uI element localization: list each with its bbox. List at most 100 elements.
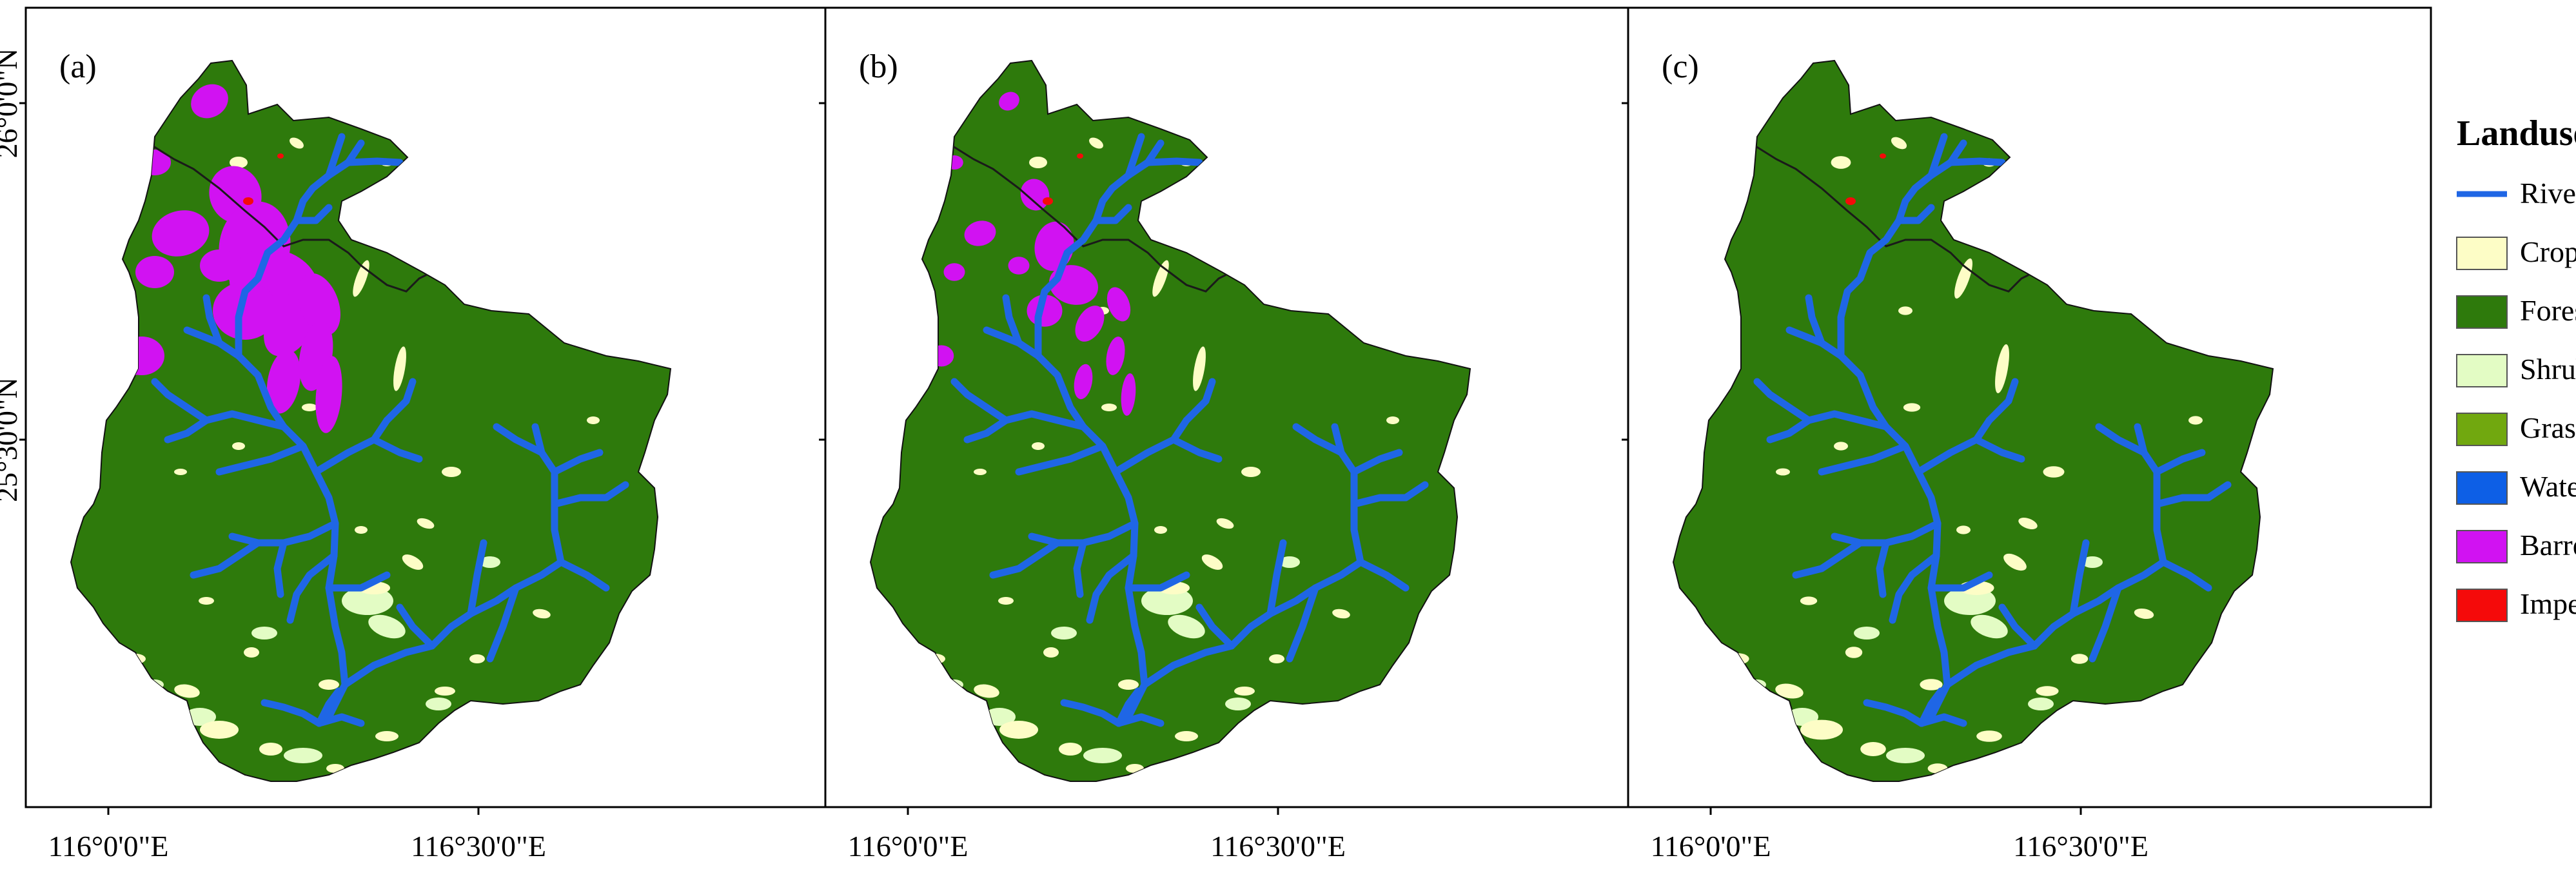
cropland-patche: [1920, 679, 1943, 690]
river: [1015, 442, 1106, 476]
river: [1141, 610, 1274, 688]
cropland-patche: [1175, 731, 1198, 741]
river: [557, 558, 610, 592]
cropland-patche: [1976, 730, 2002, 742]
shrub-patche: [426, 698, 451, 710]
shrub-patches: [945, 556, 1300, 763]
barren-patche: [1020, 179, 1050, 211]
shrub-patche: [2028, 698, 2054, 710]
cropland-patche: [2043, 466, 2065, 478]
river: [551, 449, 604, 476]
river-network: [950, 133, 1429, 727]
river: [235, 217, 300, 360]
river: [261, 699, 323, 727]
cropland-patche: [200, 721, 239, 739]
legend-swatch: [2456, 295, 2508, 329]
basin-forest: [1672, 59, 2274, 782]
barren-patche: [1008, 257, 1030, 275]
cropland-patche: [1775, 683, 1804, 699]
barren-patche: [964, 220, 996, 246]
sub-basin-boundary: [1750, 142, 2061, 293]
river: [1115, 687, 1142, 727]
cropland-patche: [1776, 468, 1790, 476]
river: [1112, 416, 1190, 476]
cropland-patche: [302, 404, 317, 411]
river: [1350, 449, 1403, 476]
x-tick-label: 116°0'0"E: [1651, 830, 1771, 863]
river: [1034, 217, 1100, 360]
river: [183, 326, 242, 360]
river: [1972, 436, 2025, 463]
river-network: [151, 133, 629, 727]
cropland-patche: [1831, 156, 1851, 169]
cropland-patche: [319, 679, 339, 690]
river: [315, 687, 342, 727]
river: [983, 326, 1042, 360]
cropland-patche: [1834, 442, 1848, 451]
river: [551, 481, 629, 508]
cropland-patche: [2188, 416, 2203, 425]
map-panel: (a) 116°0'0"E 116°30'0"E: [19, 6, 830, 863]
map-panels: (a) 116°0'0"E 116°30'0"E (b) 116°0'0"E 116°30…: [0, 6, 2432, 863]
cropland-patche: [1903, 403, 1921, 412]
cropland-patche: [1800, 596, 1818, 605]
cropland-patche: [1269, 654, 1284, 663]
x-tick-label: 116°30'0"E: [411, 830, 546, 863]
cropland-patche: [230, 157, 248, 168]
cropland-patche: [1800, 719, 1843, 740]
shrub-patche: [1279, 556, 1300, 568]
shrub-patche: [1168, 614, 1205, 639]
river: [1918, 687, 1945, 727]
river: [202, 294, 223, 347]
cropland-patche: [2036, 686, 2059, 696]
river: [1863, 699, 1925, 727]
basin-forest: [869, 59, 1471, 782]
river: [1918, 713, 1967, 727]
impervious-patche: [1845, 197, 1856, 205]
river: [1895, 204, 1935, 224]
river: [1073, 539, 1087, 598]
river: [312, 416, 391, 476]
cropland-patche: [2070, 654, 2089, 664]
x-tick-label: 116°0'0"E: [848, 830, 968, 863]
cropland-patche: [2003, 553, 2027, 571]
cropland-patche: [1059, 743, 1082, 756]
barren-patche: [152, 210, 210, 257]
x-tick-label: 116°30'0"E: [2013, 830, 2148, 863]
cropland-patche: [393, 346, 406, 391]
river: [1183, 378, 1216, 424]
map-panel: (c) 116°0'0"E 116°30'0"E: [1622, 6, 2432, 863]
cropland-patche: [442, 467, 461, 477]
cropland-patche: [232, 442, 245, 450]
river: [315, 713, 365, 727]
cropland-patche: [1860, 742, 1886, 756]
cropland-patche: [199, 597, 214, 605]
cropland-patche: [587, 416, 600, 424]
legend-label: Cropland: [2520, 235, 2576, 268]
river: [2089, 584, 2122, 663]
shrub-patche: [1886, 748, 1925, 763]
barren-patche: [999, 92, 1019, 111]
impervious-patches: [243, 153, 284, 205]
river: [989, 539, 1061, 579]
river: [273, 539, 288, 598]
y-tick-label: 26°0'0"N: [0, 48, 23, 159]
river: [467, 539, 487, 618]
river: [344, 157, 404, 166]
cropland-patche: [2134, 608, 2154, 620]
legend-swatch: [2456, 589, 2508, 622]
cropland-patche: [1891, 137, 1907, 150]
cropland-patche: [1032, 442, 1045, 450]
cropland-patche: [290, 137, 304, 149]
river: [1792, 539, 1864, 579]
impervious-patche: [1043, 197, 1053, 205]
shrub-patche: [284, 748, 322, 763]
river: [325, 571, 391, 592]
cropland-patche: [174, 469, 187, 475]
panel-label: (c): [1662, 48, 1699, 85]
cropland-patche: [1898, 306, 1912, 315]
barren-patches: [97, 84, 342, 433]
shrub-patche: [368, 614, 406, 639]
cropland-patche: [1118, 679, 1139, 690]
barren-patche: [1075, 306, 1105, 342]
